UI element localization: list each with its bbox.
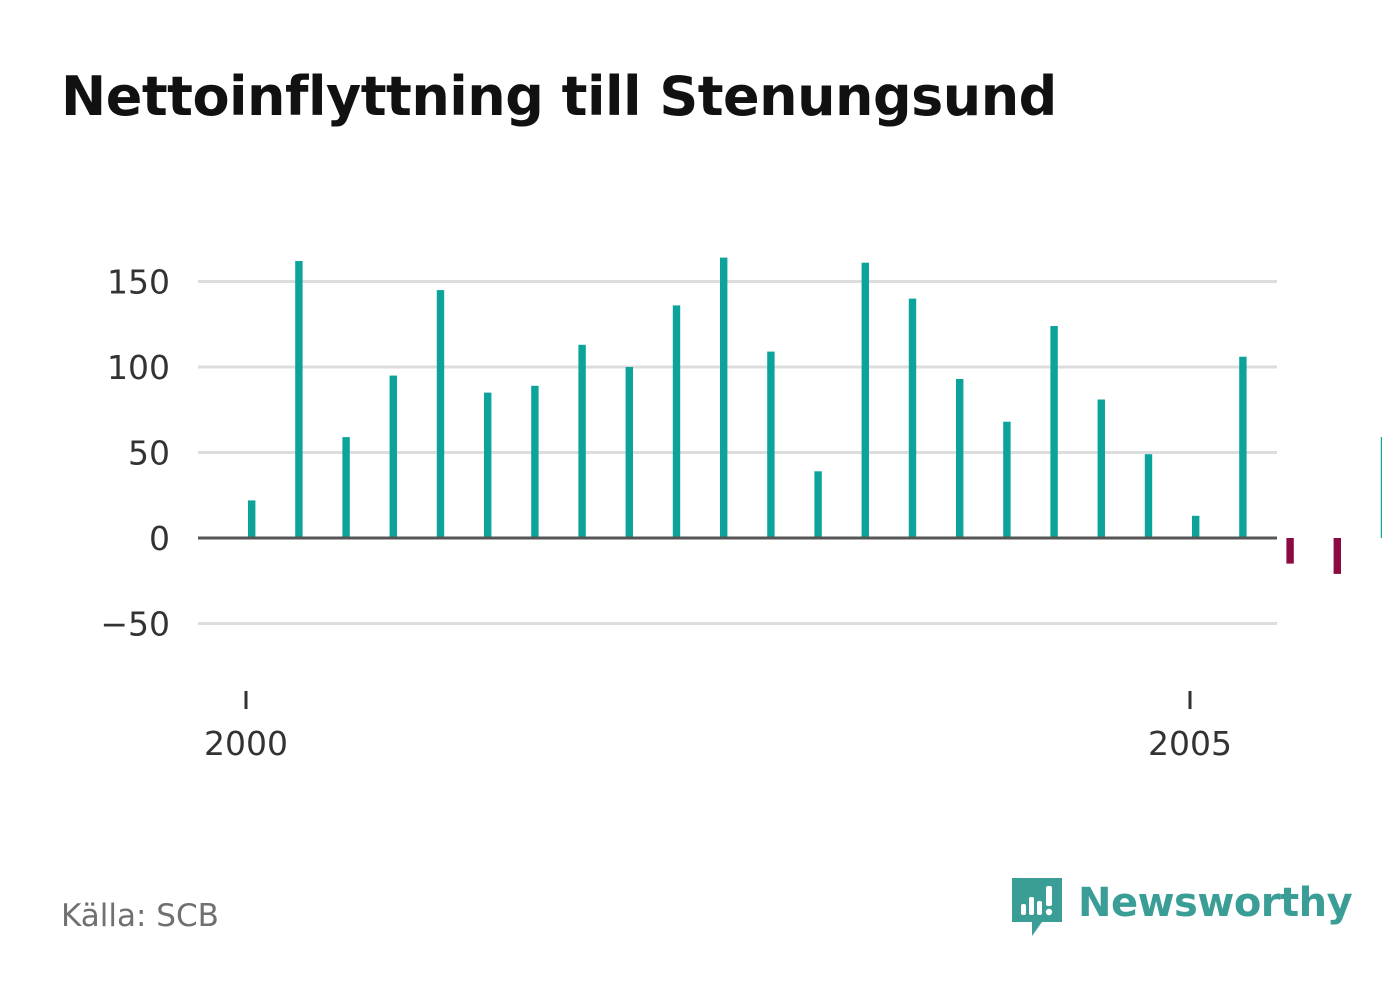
bar [531,385,539,538]
axes: −50050100150200020052010201520202025 [100,263,1277,763]
bar [767,351,775,538]
bar [1239,356,1247,538]
y-tick-label: 0 [149,519,170,558]
bar [814,471,822,538]
bar [484,392,492,538]
bar [956,379,964,538]
bar [908,298,917,538]
chart-title: Nettoinflyttning till Stenungsund [61,65,1057,128]
y-tick-label: 50 [128,434,170,473]
bar [389,375,397,538]
bar [625,367,633,538]
bar [1050,326,1058,538]
y-tick-label: −50 [100,605,170,644]
y-tick-label: 150 [107,263,170,302]
bar [342,437,350,538]
bar [720,257,728,538]
brand-name: Newsworthy [1078,880,1353,926]
bar [1003,421,1011,538]
source-note: Källa: SCB [61,898,219,934]
bar [295,261,303,538]
x-tick-label: 2000 [204,724,288,763]
bar [1380,437,1382,538]
bar [861,262,869,538]
y-tick-label: 100 [107,348,170,387]
bar [1192,515,1200,538]
x-tick-label: 2005 [1148,724,1232,763]
bar [1144,454,1153,538]
bar [1333,538,1341,574]
bar [1286,538,1294,564]
newsworthy-logo: Newsworthy [1012,878,1353,940]
gridlines [198,280,1277,625]
bar-chart-bubble-icon [1012,878,1062,936]
bar [672,305,681,538]
bar [436,290,445,538]
bar [578,344,586,538]
bar [1097,399,1105,538]
bar [248,500,256,538]
bars [248,257,1382,574]
